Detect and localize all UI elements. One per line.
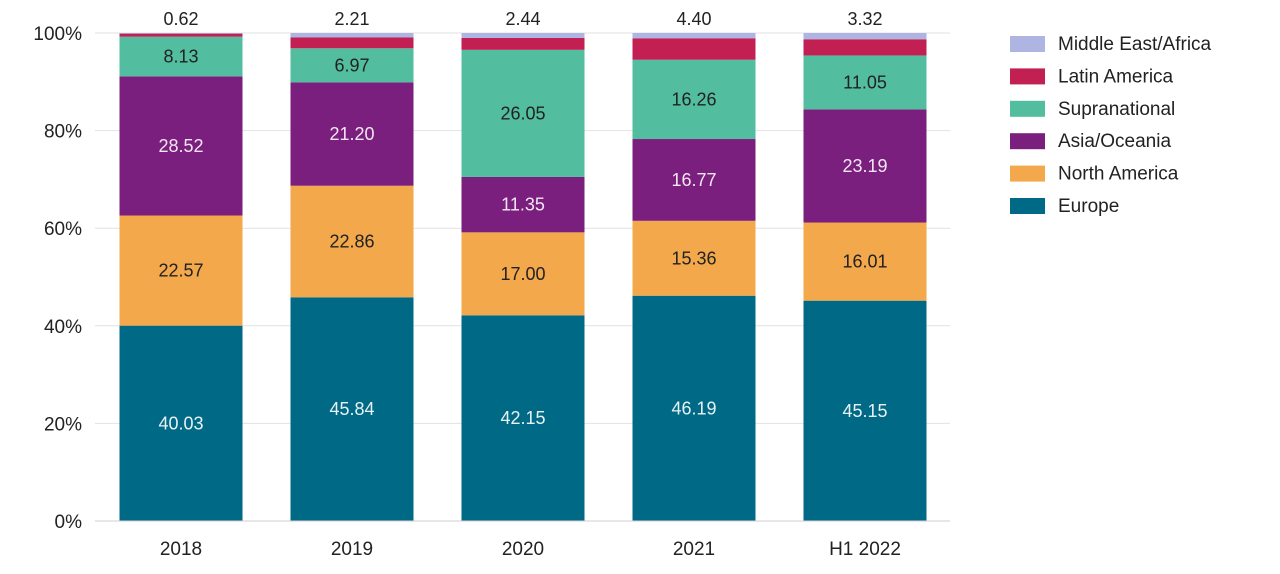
legend-label: Middle East/Africa xyxy=(1058,34,1212,55)
bar-segment xyxy=(632,59,756,140)
bar-segment xyxy=(803,300,927,521)
bar-segment xyxy=(290,185,414,298)
bar-segment xyxy=(119,36,243,77)
legend-label: Asia/Oceania xyxy=(1058,131,1171,152)
bar-segment xyxy=(290,33,414,38)
bar-segment xyxy=(461,176,585,233)
bar-segment xyxy=(803,39,927,56)
x-tick-label: H1 2022 xyxy=(829,539,901,560)
x-tick-label: 2021 xyxy=(673,539,715,560)
bar-segment xyxy=(119,215,243,326)
bar-segment xyxy=(290,82,414,186)
bar-segment xyxy=(119,76,243,216)
bar-segment xyxy=(632,220,756,296)
bar-segment xyxy=(461,49,585,177)
bar-segment-label: 40.03 xyxy=(158,413,203,433)
bars xyxy=(119,33,927,521)
legend-swatch xyxy=(1010,36,1045,52)
bar-top-label: 3.32 xyxy=(847,9,882,29)
legend-label: North America xyxy=(1058,164,1179,185)
bar-top-label: 0.62 xyxy=(163,9,198,29)
legend-swatch xyxy=(1010,100,1045,117)
bar-segment xyxy=(461,232,585,316)
bar-segment xyxy=(803,55,927,110)
legend-label: Europe xyxy=(1058,196,1119,217)
bar-segment-label: 8.13 xyxy=(163,46,198,66)
bar-segment-label: 45.84 xyxy=(329,399,374,419)
bar-segment xyxy=(632,139,756,221)
bar-segment-label: 42.15 xyxy=(500,408,545,428)
legend-label: Supranational xyxy=(1058,99,1175,120)
bar-segment xyxy=(461,33,585,38)
bar-segment-label: 16.77 xyxy=(671,170,716,190)
bar-segment-label: 11.05 xyxy=(843,72,887,92)
bar-segment-label: 16.01 xyxy=(842,252,887,272)
bar-segment-label: 21.20 xyxy=(329,124,374,144)
bar-segment-label: 15.36 xyxy=(671,248,716,268)
legend-swatch xyxy=(1010,133,1045,150)
legend-swatch xyxy=(1010,198,1045,214)
bar-segment-label: 16.26 xyxy=(671,89,716,109)
bar-segment xyxy=(803,109,927,223)
bar-segment xyxy=(632,38,756,60)
bar-segment xyxy=(461,315,585,521)
y-tick-label: 100% xyxy=(33,24,82,45)
bar-segment-label: 45.15 xyxy=(842,401,887,421)
bar-top-label: 2.21 xyxy=(334,9,369,29)
y-tick-label: 80% xyxy=(44,122,82,143)
bar-segment xyxy=(119,33,243,34)
bar-top-label: 4.40 xyxy=(676,9,711,29)
bar-segment-label: 46.19 xyxy=(671,398,716,418)
bar-segment xyxy=(290,297,414,521)
bar-segment xyxy=(461,37,585,50)
x-tick-label: 2020 xyxy=(502,539,544,560)
y-tick-label: 0% xyxy=(55,512,83,533)
bar-segment-label: 23.19 xyxy=(842,156,887,176)
bar-segment xyxy=(290,48,414,83)
x-tick-label: 2018 xyxy=(160,539,202,560)
bar-segment xyxy=(119,33,243,37)
x-tick-label: 2019 xyxy=(331,539,373,560)
segment-labels: 40.03 22.57 28.52 8.13 0.62 45.84 22.86 21.20 6.… xyxy=(158,9,887,433)
bar-segment-label: 11.35 xyxy=(501,195,545,215)
axes: 0% 20% 40% 60% 80% 100% 2018 2019 2020 2021 H1 202… xyxy=(33,24,950,560)
bar-segment xyxy=(803,33,927,40)
bar-segment-label: 22.86 xyxy=(329,232,374,252)
bar-segment xyxy=(290,37,414,49)
bar-segment xyxy=(632,33,756,39)
bar-segment xyxy=(803,222,927,301)
bar-segment-label: 22.57 xyxy=(158,261,203,281)
bar-segment-label: 17.00 xyxy=(500,264,545,284)
legend-swatch xyxy=(1010,68,1045,85)
legend-swatch xyxy=(1010,165,1045,182)
bar-segment-label: 26.05 xyxy=(500,103,545,123)
y-tick-label: 20% xyxy=(44,414,82,435)
bar-segment xyxy=(632,295,756,521)
legend-label: Latin America xyxy=(1058,66,1174,87)
bar-segment-label: 6.97 xyxy=(334,55,369,75)
legend: Middle East/Africa Latin America Supranati… xyxy=(1010,34,1212,217)
bar-segment-label: 28.52 xyxy=(158,136,203,156)
bar-segment xyxy=(119,325,243,521)
y-tick-label: 60% xyxy=(44,219,82,240)
y-tick-label: 40% xyxy=(44,317,82,338)
bar-top-label: 2.44 xyxy=(505,9,540,29)
